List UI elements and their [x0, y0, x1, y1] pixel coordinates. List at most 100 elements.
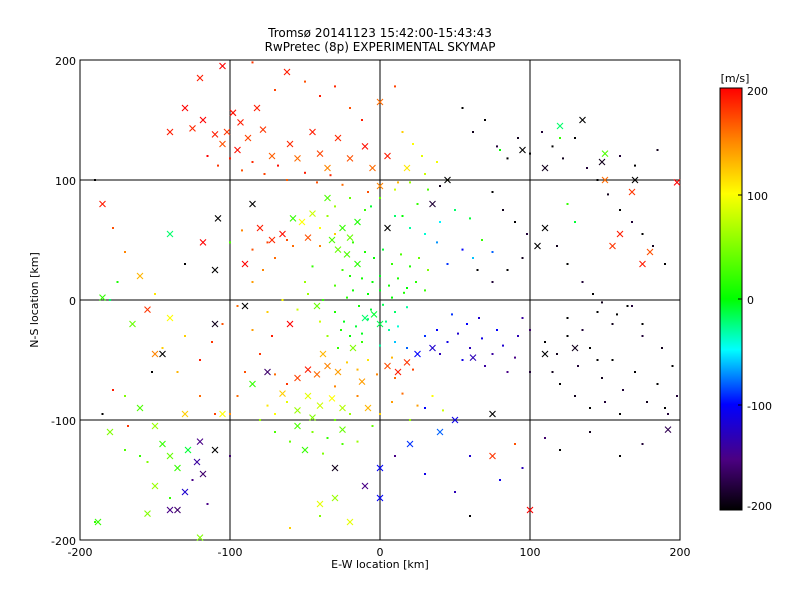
data-point-dot — [221, 323, 224, 325]
data-point-x — [99, 200, 106, 208]
data-point-dot — [574, 137, 576, 139]
data-point-dot — [367, 359, 369, 361]
data-point-dot — [281, 299, 284, 301]
data-point-dot — [476, 269, 479, 271]
data-point-dot — [421, 155, 423, 157]
data-point-dot — [652, 245, 654, 247]
data-point-x — [298, 218, 306, 226]
data-point-dot — [656, 149, 659, 151]
data-point-dot — [436, 241, 438, 244]
data-point-dot — [259, 353, 261, 355]
data-point-dot — [424, 335, 426, 337]
data-point-dot — [146, 461, 149, 463]
data-point-x — [151, 482, 159, 490]
data-point-x — [316, 402, 324, 409]
data-point-dot — [529, 152, 531, 155]
data-point-dot — [101, 413, 104, 415]
data-point-x — [579, 116, 586, 124]
data-point-dot — [286, 383, 288, 385]
data-point-dot — [379, 275, 381, 277]
data-point-dot — [334, 385, 336, 388]
data-point-dot — [349, 335, 351, 337]
data-point-dot — [619, 455, 621, 457]
data-point-x — [339, 426, 346, 433]
data-point-x — [541, 164, 549, 172]
data-point-dot — [322, 452, 324, 455]
data-point-dot — [244, 371, 246, 373]
data-point-dot — [589, 347, 591, 349]
data-point-dot — [631, 305, 633, 307]
data-point-dot — [394, 455, 396, 457]
data-point-dot — [229, 241, 231, 244]
data-point-dot — [379, 197, 381, 199]
data-point-dot — [286, 239, 288, 241]
data-point-x — [324, 164, 331, 172]
data-point-dot — [491, 281, 494, 283]
data-point-x — [316, 500, 324, 508]
data-point-x — [339, 404, 346, 412]
data-point-dot — [343, 320, 345, 323]
data-point-dot — [586, 167, 588, 169]
data-point-dot — [251, 61, 254, 64]
data-point-dot — [124, 449, 126, 451]
data-point-x — [376, 494, 384, 502]
data-point-dot — [229, 157, 231, 160]
data-point-dot — [469, 217, 471, 220]
data-point-x — [211, 320, 219, 328]
data-point-dot — [334, 419, 336, 421]
x-axis: -200 -100 0 100 200 E-W location [km] — [68, 546, 691, 571]
data-point-x — [166, 314, 174, 322]
data-point-dot — [184, 263, 186, 265]
data-point-dot — [394, 85, 396, 88]
data-point-dot — [424, 233, 426, 235]
data-point-dot — [521, 467, 524, 469]
data-point-dot — [367, 318, 369, 321]
data-point-dot — [292, 245, 294, 247]
data-point-dot — [304, 80, 306, 83]
data-point-dot — [251, 329, 254, 331]
data-point-dot — [521, 257, 524, 259]
data-point-dot — [394, 341, 396, 343]
y-tick-label: 200 — [55, 55, 76, 68]
data-point-dot — [241, 169, 243, 172]
data-point-x — [628, 188, 636, 196]
data-point-dot — [277, 164, 279, 167]
data-point-dot — [371, 281, 374, 283]
data-point-dot — [371, 425, 374, 427]
data-point-dot — [484, 119, 486, 121]
data-point-x — [199, 239, 207, 246]
data-point-dot — [461, 359, 464, 361]
data-point-dot — [341, 269, 344, 271]
data-point-x — [199, 470, 207, 478]
data-point-dot — [199, 359, 201, 361]
data-point-dot — [214, 413, 216, 415]
data-point-dot — [499, 479, 501, 481]
data-point-dot — [109, 299, 111, 301]
data-point-dot — [391, 263, 393, 265]
data-point-dot — [631, 221, 633, 223]
y-tick-label: -100 — [51, 415, 76, 428]
data-point-dot — [388, 329, 390, 331]
data-point-x — [309, 128, 316, 136]
data-point-dot — [412, 368, 414, 371]
data-point-dot — [415, 281, 417, 283]
data-point-dot — [454, 491, 456, 493]
data-point-dot — [601, 301, 603, 304]
data-point-dot — [514, 221, 516, 223]
data-point-dot — [409, 419, 411, 421]
data-point-dot — [559, 383, 561, 385]
data-point-x — [184, 446, 192, 454]
data-point-dot — [424, 407, 426, 409]
data-point-dot — [391, 401, 393, 403]
data-point-dot — [529, 371, 531, 373]
data-point-dot — [469, 515, 471, 517]
data-point-dot — [349, 275, 351, 277]
data-point-x — [136, 404, 144, 412]
data-point-dot — [601, 377, 603, 379]
data-point-x — [364, 404, 372, 412]
data-point-dot — [367, 191, 369, 193]
data-point-x — [384, 152, 391, 160]
data-point-x — [279, 230, 286, 238]
data-point-dot — [364, 209, 366, 211]
data-point-dot — [619, 155, 621, 157]
